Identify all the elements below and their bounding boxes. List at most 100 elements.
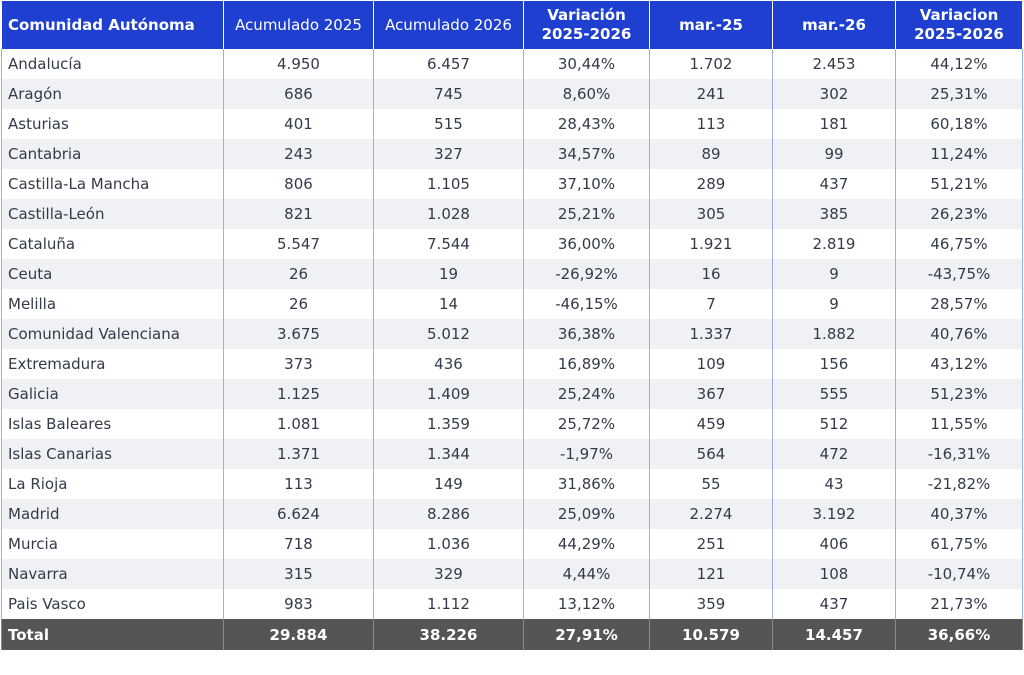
cell-acumulado-2026: 1.028 xyxy=(373,199,524,229)
header-mar-26: mar.-26 xyxy=(772,1,896,49)
table-row: Madrid 6.624 8.286 25,09% 2.274 3.192 40,37% xyxy=(1,499,1023,529)
cell-variacion-marzo: 61,75% xyxy=(895,529,1023,559)
total-acumulado-2025: 29.884 xyxy=(223,619,374,650)
cell-region: Melilla xyxy=(1,289,224,319)
cell-mar-26: 181 xyxy=(772,109,896,139)
total-acumulado-2026: 38.226 xyxy=(373,619,524,650)
cell-region: Cantabria xyxy=(1,139,224,169)
cell-variacion-acumulado: -26,92% xyxy=(523,259,650,289)
cell-acumulado-2026: 1.359 xyxy=(373,409,524,439)
cell-region: Madrid xyxy=(1,499,224,529)
cell-region: Comunidad Valenciana xyxy=(1,319,224,349)
total-variacion-marzo: 36,66% xyxy=(895,619,1023,650)
cell-acumulado-2025: 3.675 xyxy=(223,319,374,349)
cell-mar-25: 459 xyxy=(649,409,773,439)
cell-acumulado-2026: 436 xyxy=(373,349,524,379)
cell-variacion-marzo: 11,55% xyxy=(895,409,1023,439)
table-row: Andalucía 4.950 6.457 30,44% 1.702 2.453 44,12… xyxy=(1,49,1023,79)
header-variacion-acumulado: Variación 2025-2026 xyxy=(523,1,650,49)
cell-acumulado-2026: 7.544 xyxy=(373,229,524,259)
cell-acumulado-2026: 327 xyxy=(373,139,524,169)
cell-mar-25: 2.274 xyxy=(649,499,773,529)
cell-variacion-acumulado: 25,72% xyxy=(523,409,650,439)
table-row: Aragón 686 745 8,60% 241 302 25,31% xyxy=(1,79,1023,109)
cell-variacion-acumulado: 44,29% xyxy=(523,529,650,559)
cell-acumulado-2026: 149 xyxy=(373,469,524,499)
cell-variacion-marzo: -10,74% xyxy=(895,559,1023,589)
cell-region: Navarra xyxy=(1,559,224,589)
cell-variacion-acumulado: 13,12% xyxy=(523,589,650,619)
registrations-table: Comunidad Autónoma Acumulado 2025 Acumul… xyxy=(1,1,1023,650)
cell-variacion-acumulado: 28,43% xyxy=(523,109,650,139)
header-mar-25: mar.-25 xyxy=(649,1,773,49)
header-acumulado-2026: Acumulado 2026 xyxy=(373,1,524,49)
cell-acumulado-2025: 718 xyxy=(223,529,374,559)
cell-acumulado-2026: 1.112 xyxy=(373,589,524,619)
cell-acumulado-2026: 14 xyxy=(373,289,524,319)
cell-acumulado-2025: 806 xyxy=(223,169,374,199)
cell-region: Asturias xyxy=(1,109,224,139)
total-row: Total 29.884 38.226 27,91% 10.579 14.457… xyxy=(1,619,1023,650)
cell-mar-25: 109 xyxy=(649,349,773,379)
table-row: Murcia 718 1.036 44,29% 251 406 61,75% xyxy=(1,529,1023,559)
table-row: Islas Baleares 1.081 1.359 25,72% 459 512 11,5… xyxy=(1,409,1023,439)
cell-acumulado-2025: 26 xyxy=(223,259,374,289)
cell-acumulado-2026: 1.105 xyxy=(373,169,524,199)
cell-variacion-marzo: -16,31% xyxy=(895,439,1023,469)
cell-mar-26: 512 xyxy=(772,409,896,439)
cell-variacion-acumulado: 36,00% xyxy=(523,229,650,259)
cell-mar-26: 99 xyxy=(772,139,896,169)
cell-acumulado-2025: 26 xyxy=(223,289,374,319)
cell-region: Galicia xyxy=(1,379,224,409)
cell-variacion-acumulado: 30,44% xyxy=(523,49,650,79)
table-row: Cantabria 243 327 34,57% 89 99 11,24% xyxy=(1,139,1023,169)
cell-region: Aragón xyxy=(1,79,224,109)
cell-variacion-acumulado: 25,24% xyxy=(523,379,650,409)
cell-mar-25: 113 xyxy=(649,109,773,139)
cell-variacion-acumulado: 31,86% xyxy=(523,469,650,499)
cell-mar-25: 251 xyxy=(649,529,773,559)
cell-region: Ceuta xyxy=(1,259,224,289)
cell-mar-25: 121 xyxy=(649,559,773,589)
cell-acumulado-2025: 983 xyxy=(223,589,374,619)
cell-mar-25: 1.921 xyxy=(649,229,773,259)
total-mar-25: 10.579 xyxy=(649,619,773,650)
cell-variacion-marzo: 40,76% xyxy=(895,319,1023,349)
cell-variacion-marzo: 51,21% xyxy=(895,169,1023,199)
cell-acumulado-2026: 19 xyxy=(373,259,524,289)
cell-variacion-acumulado: 36,38% xyxy=(523,319,650,349)
cell-acumulado-2026: 515 xyxy=(373,109,524,139)
table-row: Islas Canarias 1.371 1.344 -1,97% 564 472 -16,… xyxy=(1,439,1023,469)
cell-mar-26: 437 xyxy=(772,589,896,619)
cell-acumulado-2025: 5.547 xyxy=(223,229,374,259)
cell-region: Castilla-León xyxy=(1,199,224,229)
cell-acumulado-2025: 1.081 xyxy=(223,409,374,439)
header-acumulado-2025: Acumulado 2025 xyxy=(223,1,374,49)
cell-mar-26: 406 xyxy=(772,529,896,559)
cell-mar-26: 437 xyxy=(772,169,896,199)
table-row: Galicia 1.125 1.409 25,24% 367 555 51,23% xyxy=(1,379,1023,409)
cell-variacion-acumulado: -46,15% xyxy=(523,289,650,319)
cell-region: La Rioja xyxy=(1,469,224,499)
cell-region: Andalucía xyxy=(1,49,224,79)
header-row: Comunidad Autónoma Acumulado 2025 Acumul… xyxy=(1,1,1023,49)
cell-region: Extremadura xyxy=(1,349,224,379)
cell-region: Cataluña xyxy=(1,229,224,259)
cell-acumulado-2025: 243 xyxy=(223,139,374,169)
table-row: Comunidad Valenciana 3.675 5.012 36,38% 1.33… xyxy=(1,319,1023,349)
cell-mar-25: 241 xyxy=(649,79,773,109)
cell-acumulado-2025: 1.371 xyxy=(223,439,374,469)
total-mar-26: 14.457 xyxy=(772,619,896,650)
cell-mar-25: 564 xyxy=(649,439,773,469)
table-row: Melilla 26 14 -46,15% 7 9 28,57% xyxy=(1,289,1023,319)
table-row: Extremadura 373 436 16,89% 109 156 43,12% xyxy=(1,349,1023,379)
cell-acumulado-2026: 8.286 xyxy=(373,499,524,529)
cell-region: Murcia xyxy=(1,529,224,559)
cell-variacion-acumulado: 25,09% xyxy=(523,499,650,529)
cell-mar-25: 289 xyxy=(649,169,773,199)
cell-mar-26: 1.882 xyxy=(772,319,896,349)
cell-mar-26: 385 xyxy=(772,199,896,229)
header-region: Comunidad Autónoma xyxy=(1,1,224,49)
table-row: Ceuta 26 19 -26,92% 16 9 -43,75% xyxy=(1,259,1023,289)
